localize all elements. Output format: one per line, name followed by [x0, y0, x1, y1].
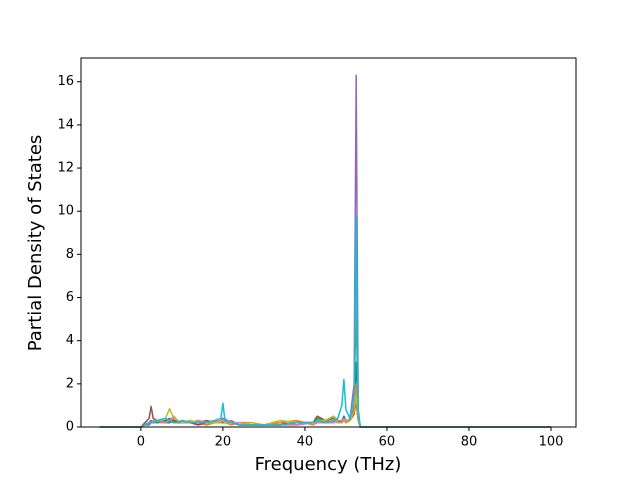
- series-line: [99, 74, 551, 428]
- series-line: [99, 361, 551, 428]
- y-tick-label: 14: [57, 117, 74, 132]
- x-tick-label: 20: [215, 435, 232, 450]
- series-line: [99, 260, 551, 428]
- y-tick-label: 16: [57, 74, 74, 89]
- y-tick-label: 8: [66, 247, 74, 262]
- x-tick-label: 40: [297, 435, 314, 450]
- y-tick-label: 6: [66, 290, 74, 305]
- x-tick-label: 80: [461, 435, 478, 450]
- y-tick-label: 10: [57, 204, 74, 219]
- y-tick-label: 4: [66, 333, 74, 348]
- y-tick-label: 0: [66, 420, 74, 435]
- x-tick-label: 0: [137, 435, 145, 450]
- x-tick-label: 100: [539, 435, 564, 450]
- series-line: [99, 309, 551, 428]
- y-tick-label: 12: [57, 161, 74, 176]
- axes-frame: [80, 57, 577, 428]
- y-tick-label: 2: [66, 376, 74, 391]
- y-axis-label: Partial Density of States: [25, 135, 46, 352]
- x-axis-label: Frequency (THz): [255, 454, 402, 475]
- series-line: [99, 214, 551, 428]
- x-tick-label: 60: [379, 435, 396, 450]
